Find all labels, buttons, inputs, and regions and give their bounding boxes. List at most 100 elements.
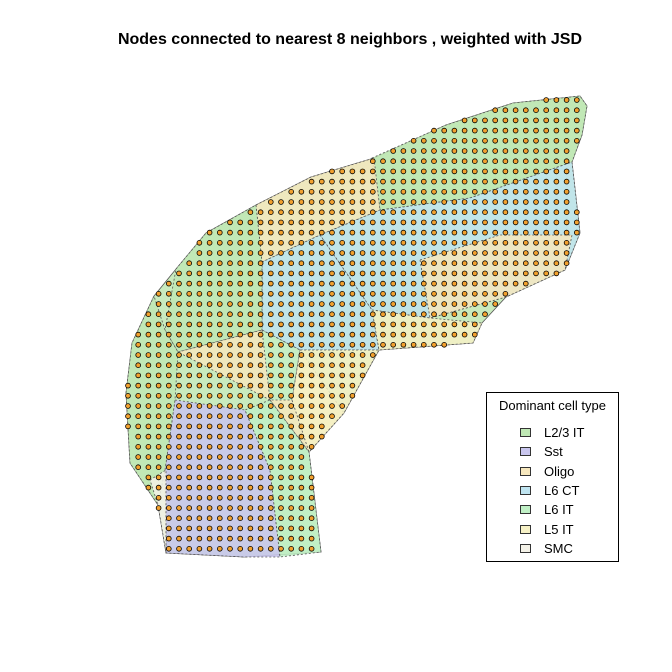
spot-point [502, 219, 509, 226]
spot-point [257, 280, 264, 287]
spot-point [390, 290, 397, 297]
spot-point [359, 270, 366, 277]
spot-point [482, 138, 488, 144]
spot-point [308, 382, 315, 389]
spot-point [308, 525, 315, 532]
spot-point [318, 392, 325, 399]
spot-point [227, 494, 233, 501]
spot-point [288, 403, 295, 409]
spot-point [512, 260, 519, 267]
spot-point [471, 321, 478, 328]
spot-point [349, 209, 356, 216]
spot-point [257, 382, 264, 389]
spot-point [308, 240, 315, 246]
spot-point [329, 240, 335, 246]
spot-point [217, 352, 223, 358]
spot-point [492, 290, 499, 297]
spot-point [492, 301, 499, 307]
spot-point [267, 290, 274, 297]
spot-point [573, 127, 580, 134]
spot-point [431, 189, 437, 195]
spot-point [237, 352, 244, 358]
spot-point [400, 209, 407, 216]
spot-point [176, 515, 182, 521]
spot-point [186, 413, 193, 420]
spot-point [166, 290, 172, 297]
spot-point [308, 178, 315, 185]
spot-point [298, 321, 305, 328]
spot-point [166, 494, 172, 501]
spot-point [217, 250, 223, 256]
spot-point [278, 321, 284, 328]
spot-point [492, 117, 499, 124]
spot-point [227, 341, 233, 348]
spot-point [410, 209, 417, 216]
spot-point [186, 301, 193, 307]
spot-point [206, 403, 213, 409]
spot-point [380, 270, 386, 277]
spot-point [196, 515, 203, 521]
spot-point [369, 209, 376, 216]
spot-point [492, 127, 499, 134]
spot-point [533, 127, 539, 134]
spot-point [533, 107, 539, 113]
spot-point [217, 341, 223, 348]
spot-point [502, 158, 509, 165]
spot-point [359, 199, 366, 205]
spot-point [369, 240, 376, 246]
spot-point [563, 250, 570, 256]
spot-point [206, 260, 213, 267]
spot-point [502, 240, 509, 246]
spot-point [533, 260, 539, 267]
spot-point [420, 331, 427, 338]
spot-point [227, 392, 233, 399]
spot-point [543, 107, 549, 113]
spot-point [390, 250, 397, 256]
spot-point [400, 260, 407, 267]
spot-point [543, 138, 549, 144]
spot-point [380, 250, 386, 256]
spot-point [206, 250, 213, 256]
spot-point [492, 158, 499, 165]
spot-point [278, 454, 284, 460]
spot-point [329, 178, 335, 185]
spot-point [390, 240, 397, 246]
spot-point [166, 464, 172, 471]
spot-point [206, 270, 213, 277]
spot-point [308, 311, 315, 318]
spot-point [441, 280, 448, 287]
spot-point [308, 392, 315, 399]
spot-point [420, 189, 427, 195]
legend-items: L2/3 IT Sst Oligo L6 CT L6 IT L5 IT SMC [520, 423, 584, 558]
spot-point [553, 189, 560, 195]
spot-point [237, 535, 244, 542]
spot-point [390, 270, 397, 277]
spot-point [318, 240, 325, 246]
spot-point [206, 484, 213, 491]
spot-point [431, 280, 437, 287]
spot-point [155, 443, 162, 450]
spot-point [196, 341, 203, 348]
spot-point [217, 382, 223, 389]
spot-point [217, 443, 223, 450]
spot-point [492, 148, 499, 154]
spot-point [196, 270, 203, 277]
spot-point [145, 362, 152, 369]
spot-point [196, 290, 203, 297]
spot-point [298, 525, 305, 532]
spot-point [227, 443, 233, 450]
spot-point [247, 352, 254, 358]
spot-point [155, 311, 162, 318]
legend-label: L6 CT [544, 483, 580, 499]
spot-point [329, 392, 335, 399]
legend-label: SMC [544, 540, 573, 556]
spot-point [166, 372, 172, 379]
spot-point [196, 484, 203, 491]
spot-point [155, 403, 162, 409]
spot-point [206, 474, 213, 481]
spot-point [410, 250, 417, 256]
spot-point [196, 474, 203, 481]
spot-point [176, 535, 182, 542]
spot-point [441, 301, 448, 307]
spot-point [339, 168, 346, 175]
